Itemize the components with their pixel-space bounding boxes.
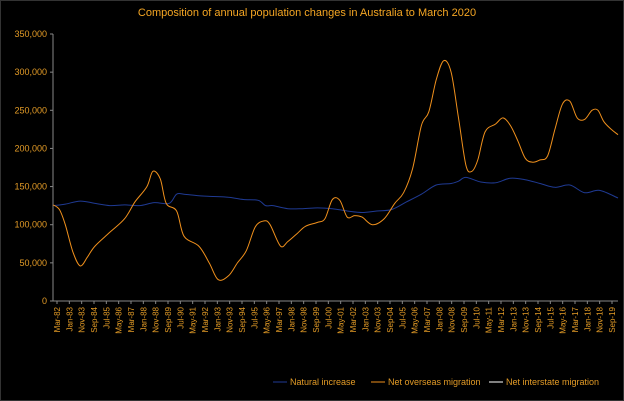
x-tick-label: Sep-89 bbox=[164, 306, 173, 332]
y-tick-label: 350,000 bbox=[14, 29, 47, 39]
y-tick-label: 100,000 bbox=[14, 220, 47, 230]
legend-label: Net interstate migration bbox=[506, 377, 599, 387]
series-line-natural-increase bbox=[52, 176, 619, 214]
x-tick-label: May-01 bbox=[337, 306, 346, 333]
x-tick-label: Jan-13 bbox=[509, 306, 518, 331]
x-tick-label: Sep-99 bbox=[312, 306, 321, 332]
x-tick-label: Jan-03 bbox=[361, 306, 370, 331]
x-tick-label: Mar-02 bbox=[349, 306, 358, 332]
x-tick-label: Mar-07 bbox=[423, 306, 432, 332]
x-tick-label: Mar-97 bbox=[275, 306, 284, 332]
x-tick-label: Jan-83 bbox=[65, 306, 74, 331]
x-tick-label: May-11 bbox=[485, 306, 494, 333]
x-tick-label: Nov-18 bbox=[596, 306, 605, 332]
y-tick-label: 200,000 bbox=[14, 143, 47, 153]
x-tick-label: Jul-10 bbox=[472, 306, 481, 328]
x-tick-label: Jul-15 bbox=[546, 306, 555, 328]
y-tick-label: 300,000 bbox=[14, 67, 47, 77]
x-tick-label: Jul-90 bbox=[176, 306, 185, 328]
legend-label: Net overseas migration bbox=[388, 377, 481, 387]
x-tick-label: May-06 bbox=[411, 306, 420, 333]
y-tick-label: 150,000 bbox=[14, 182, 47, 192]
x-tick-label: May-91 bbox=[189, 306, 198, 333]
x-tick-label: Nov-13 bbox=[522, 306, 531, 332]
x-tick-label: Mar-17 bbox=[571, 306, 580, 332]
x-tick-label: Jan-08 bbox=[435, 306, 444, 331]
x-tick-label: Sep-14 bbox=[534, 306, 543, 332]
x-tick-label: Sep-04 bbox=[386, 306, 395, 332]
x-tick-label: Jan-88 bbox=[139, 306, 148, 331]
x-tick-label: Nov-88 bbox=[152, 306, 161, 332]
x-tick-label: Nov-93 bbox=[226, 306, 235, 332]
series-line-net-overseas-migration bbox=[52, 59, 619, 281]
x-tick-label: Jul-00 bbox=[324, 306, 333, 328]
x-tick-label: Mar-92 bbox=[201, 306, 210, 332]
x-tick-label: Jan-18 bbox=[583, 306, 592, 331]
x-tick-label: Mar-82 bbox=[53, 306, 62, 332]
x-tick-label: Jul-95 bbox=[250, 306, 259, 328]
y-tick-label: 0 bbox=[42, 296, 47, 306]
x-tick-label: May-96 bbox=[263, 306, 272, 333]
x-axis-ticks: Mar-82 Jan-83 Nov-83 Sep-84 Jul-85 May-86 Mar-… bbox=[53, 301, 617, 334]
x-tick-label: Sep-94 bbox=[238, 306, 247, 332]
x-tick-label: Nov-83 bbox=[78, 306, 87, 332]
x-tick-label: Sep-84 bbox=[90, 306, 99, 332]
x-tick-label: Jul-85 bbox=[102, 306, 111, 328]
x-tick-label: Jan-98 bbox=[287, 306, 296, 331]
x-tick-label: Nov-98 bbox=[300, 306, 309, 332]
series-lines bbox=[52, 59, 619, 281]
y-tick-label: 50,000 bbox=[19, 258, 47, 268]
x-tick-label: Sep-09 bbox=[460, 306, 469, 332]
x-tick-label: Mar-87 bbox=[127, 306, 136, 332]
legend: Natural increase Net overseas migration Ne… bbox=[273, 377, 599, 387]
x-tick-label: May-16 bbox=[559, 306, 568, 333]
y-axis-ticks: 0 50,000 100,000 150,000 200,000 250,000 300,0… bbox=[14, 29, 53, 306]
x-tick-label: May-86 bbox=[115, 306, 124, 333]
chart-title: Composition of annual population changes… bbox=[138, 7, 476, 19]
x-tick-label: Nov-08 bbox=[448, 306, 457, 332]
x-tick-label: Sep-19 bbox=[608, 306, 617, 332]
x-tick-label: Jan-93 bbox=[213, 306, 222, 331]
legend-label: Natural increase bbox=[290, 377, 356, 387]
y-tick-label: 250,000 bbox=[14, 105, 47, 115]
x-tick-label: Jul-05 bbox=[398, 306, 407, 328]
x-tick-label: Nov-03 bbox=[374, 306, 383, 332]
x-tick-label: Mar-12 bbox=[497, 306, 506, 332]
